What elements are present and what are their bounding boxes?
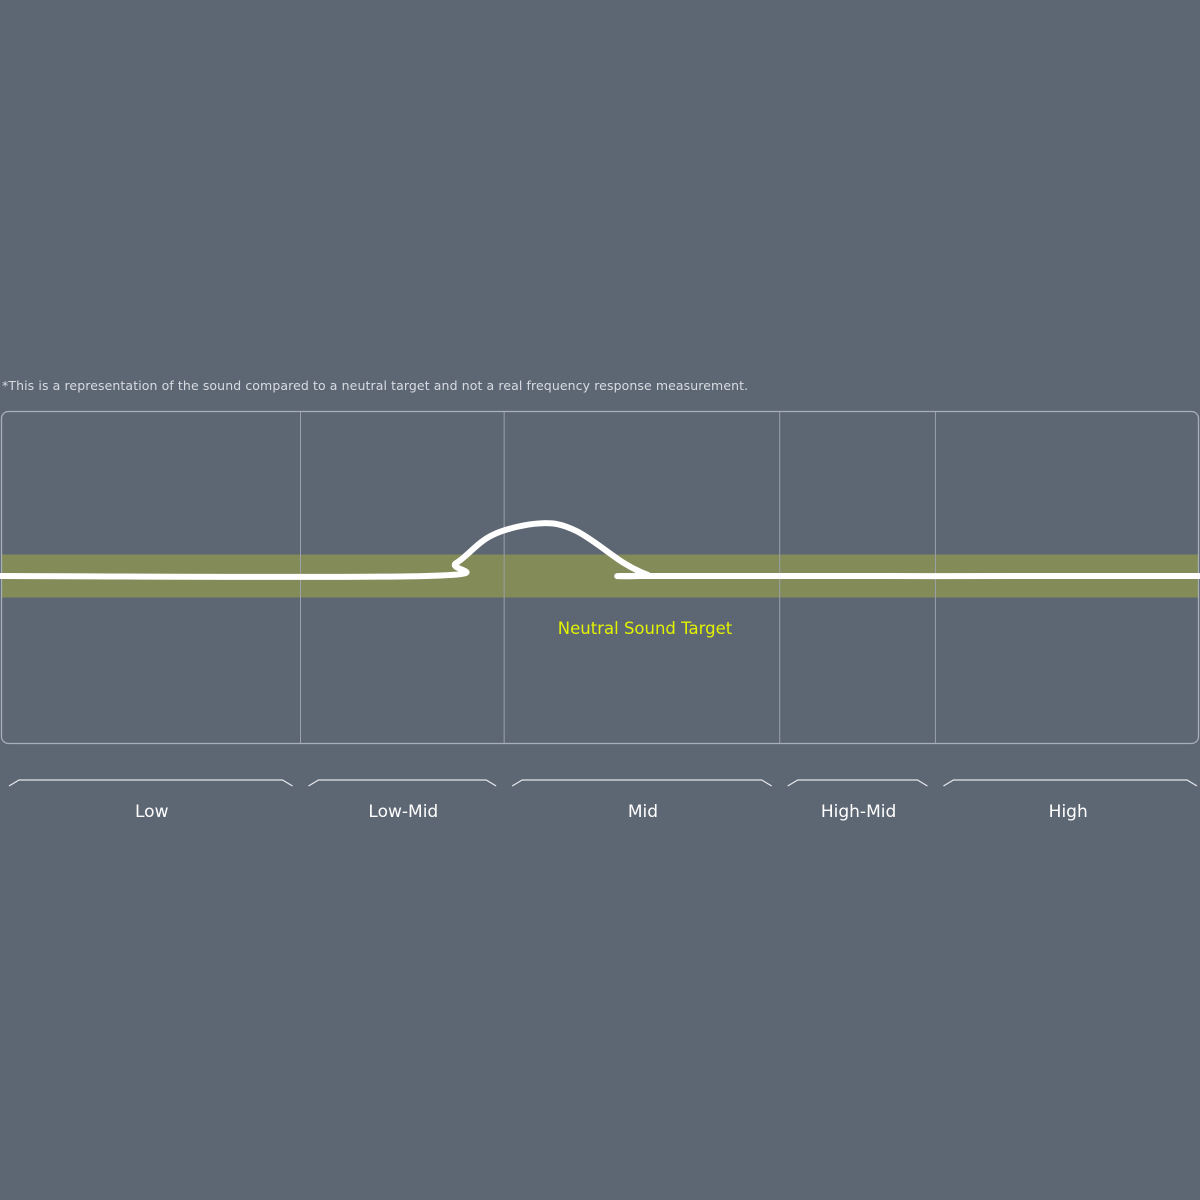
neutral-target-label: Neutral Sound Target (558, 619, 733, 638)
region-brace (787, 779, 928, 787)
region-label-mid: Mid (628, 802, 658, 822)
region-brace (308, 779, 497, 787)
region-brace (8, 779, 293, 787)
disclaimer-note: *This is a representation of the sound c… (2, 378, 749, 393)
region-label-high-mid: High-Mid (821, 802, 896, 822)
region-label-low-mid: Low-Mid (368, 802, 438, 822)
region-label-low: Low (135, 802, 169, 822)
sound-signature-line (0, 520, 1200, 580)
region-label-high: High (1049, 802, 1088, 822)
region-brace (511, 779, 773, 787)
region-brace (943, 779, 1198, 787)
